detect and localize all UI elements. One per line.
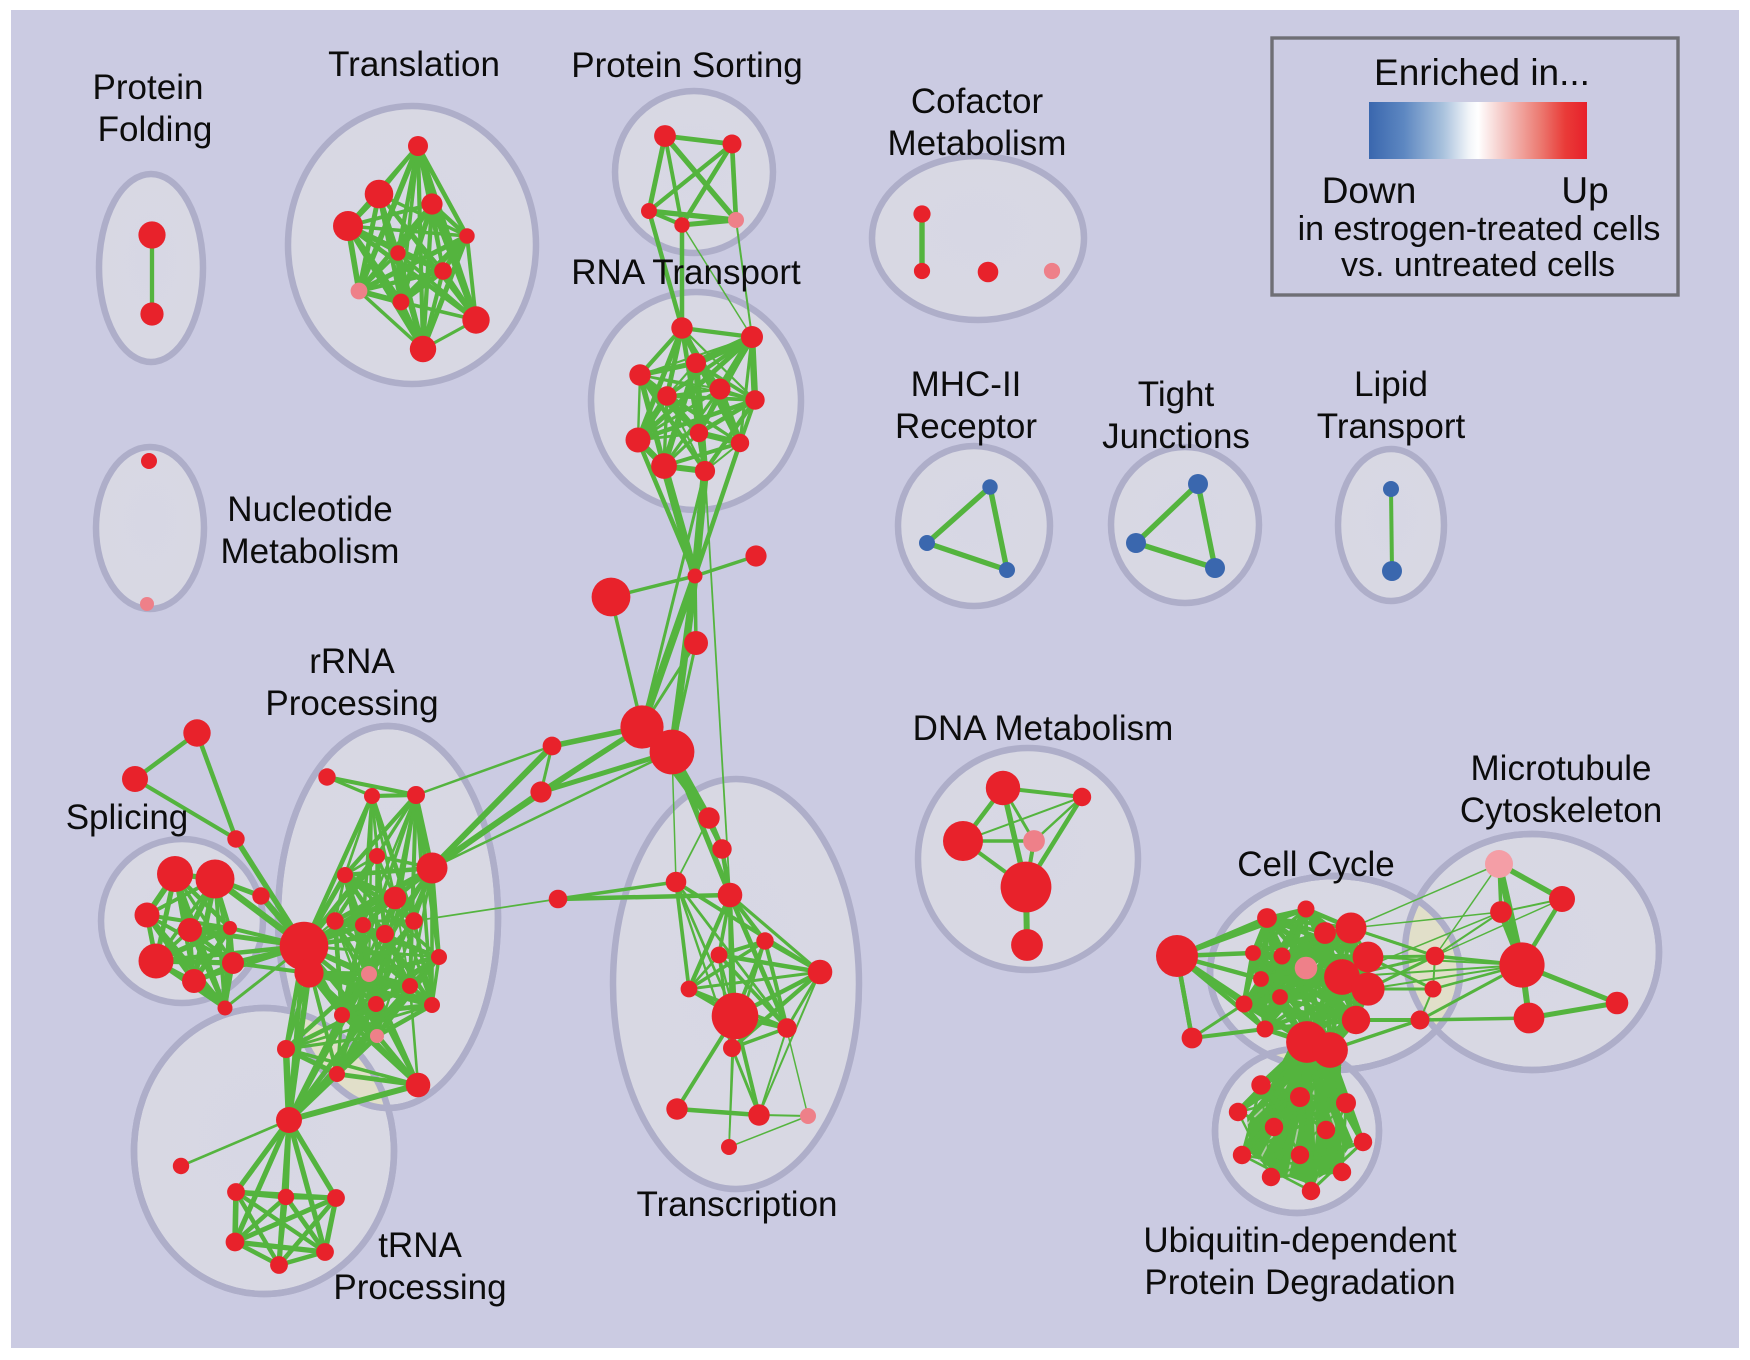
- svg-text:Processing: Processing: [265, 684, 438, 723]
- svg-text:Down: Down: [1322, 170, 1417, 211]
- svg-text:Cofactor: Cofactor: [911, 82, 1044, 121]
- svg-text:Lipid: Lipid: [1354, 365, 1428, 404]
- svg-text:in estrogen-treated cells: in estrogen-treated cells: [1298, 210, 1661, 248]
- svg-text:Tight: Tight: [1138, 375, 1215, 414]
- svg-text:Receptor: Receptor: [895, 407, 1037, 446]
- svg-text:Translation: Translation: [328, 45, 500, 84]
- svg-text:Microtubule: Microtubule: [1471, 749, 1652, 788]
- svg-text:Transport: Transport: [1317, 407, 1466, 446]
- svg-text:Processing: Processing: [333, 1268, 506, 1307]
- svg-text:Junctions: Junctions: [1102, 417, 1250, 456]
- svg-text:Nucleotide: Nucleotide: [227, 490, 392, 529]
- svg-text:Ubiquitin-dependent: Ubiquitin-dependent: [1143, 1221, 1457, 1260]
- svg-text:vs. untreated cells: vs. untreated cells: [1341, 246, 1615, 284]
- svg-text:Metabolism: Metabolism: [221, 532, 400, 571]
- svg-text:Metabolism: Metabolism: [888, 124, 1067, 163]
- svg-text:Up: Up: [1561, 170, 1608, 211]
- svg-text:Cytoskeleton: Cytoskeleton: [1460, 791, 1662, 830]
- svg-text:DNA Metabolism: DNA Metabolism: [913, 709, 1174, 748]
- svg-text:Protein Sorting: Protein Sorting: [571, 46, 803, 85]
- svg-text:Protein: Protein: [93, 68, 204, 107]
- svg-text:Enriched in...: Enriched in...: [1374, 52, 1590, 93]
- svg-text:Cell Cycle: Cell Cycle: [1237, 845, 1395, 884]
- svg-text:tRNA: tRNA: [378, 1226, 462, 1265]
- svg-text:RNA Transport: RNA Transport: [571, 253, 801, 292]
- svg-text:rRNA: rRNA: [309, 642, 395, 681]
- svg-text:Folding: Folding: [98, 110, 213, 149]
- svg-text:Protein Degradation: Protein Degradation: [1144, 1263, 1455, 1302]
- svg-text:Splicing: Splicing: [66, 798, 189, 837]
- svg-text:MHC-II: MHC-II: [911, 365, 1022, 404]
- svg-text:Transcription: Transcription: [637, 1185, 838, 1224]
